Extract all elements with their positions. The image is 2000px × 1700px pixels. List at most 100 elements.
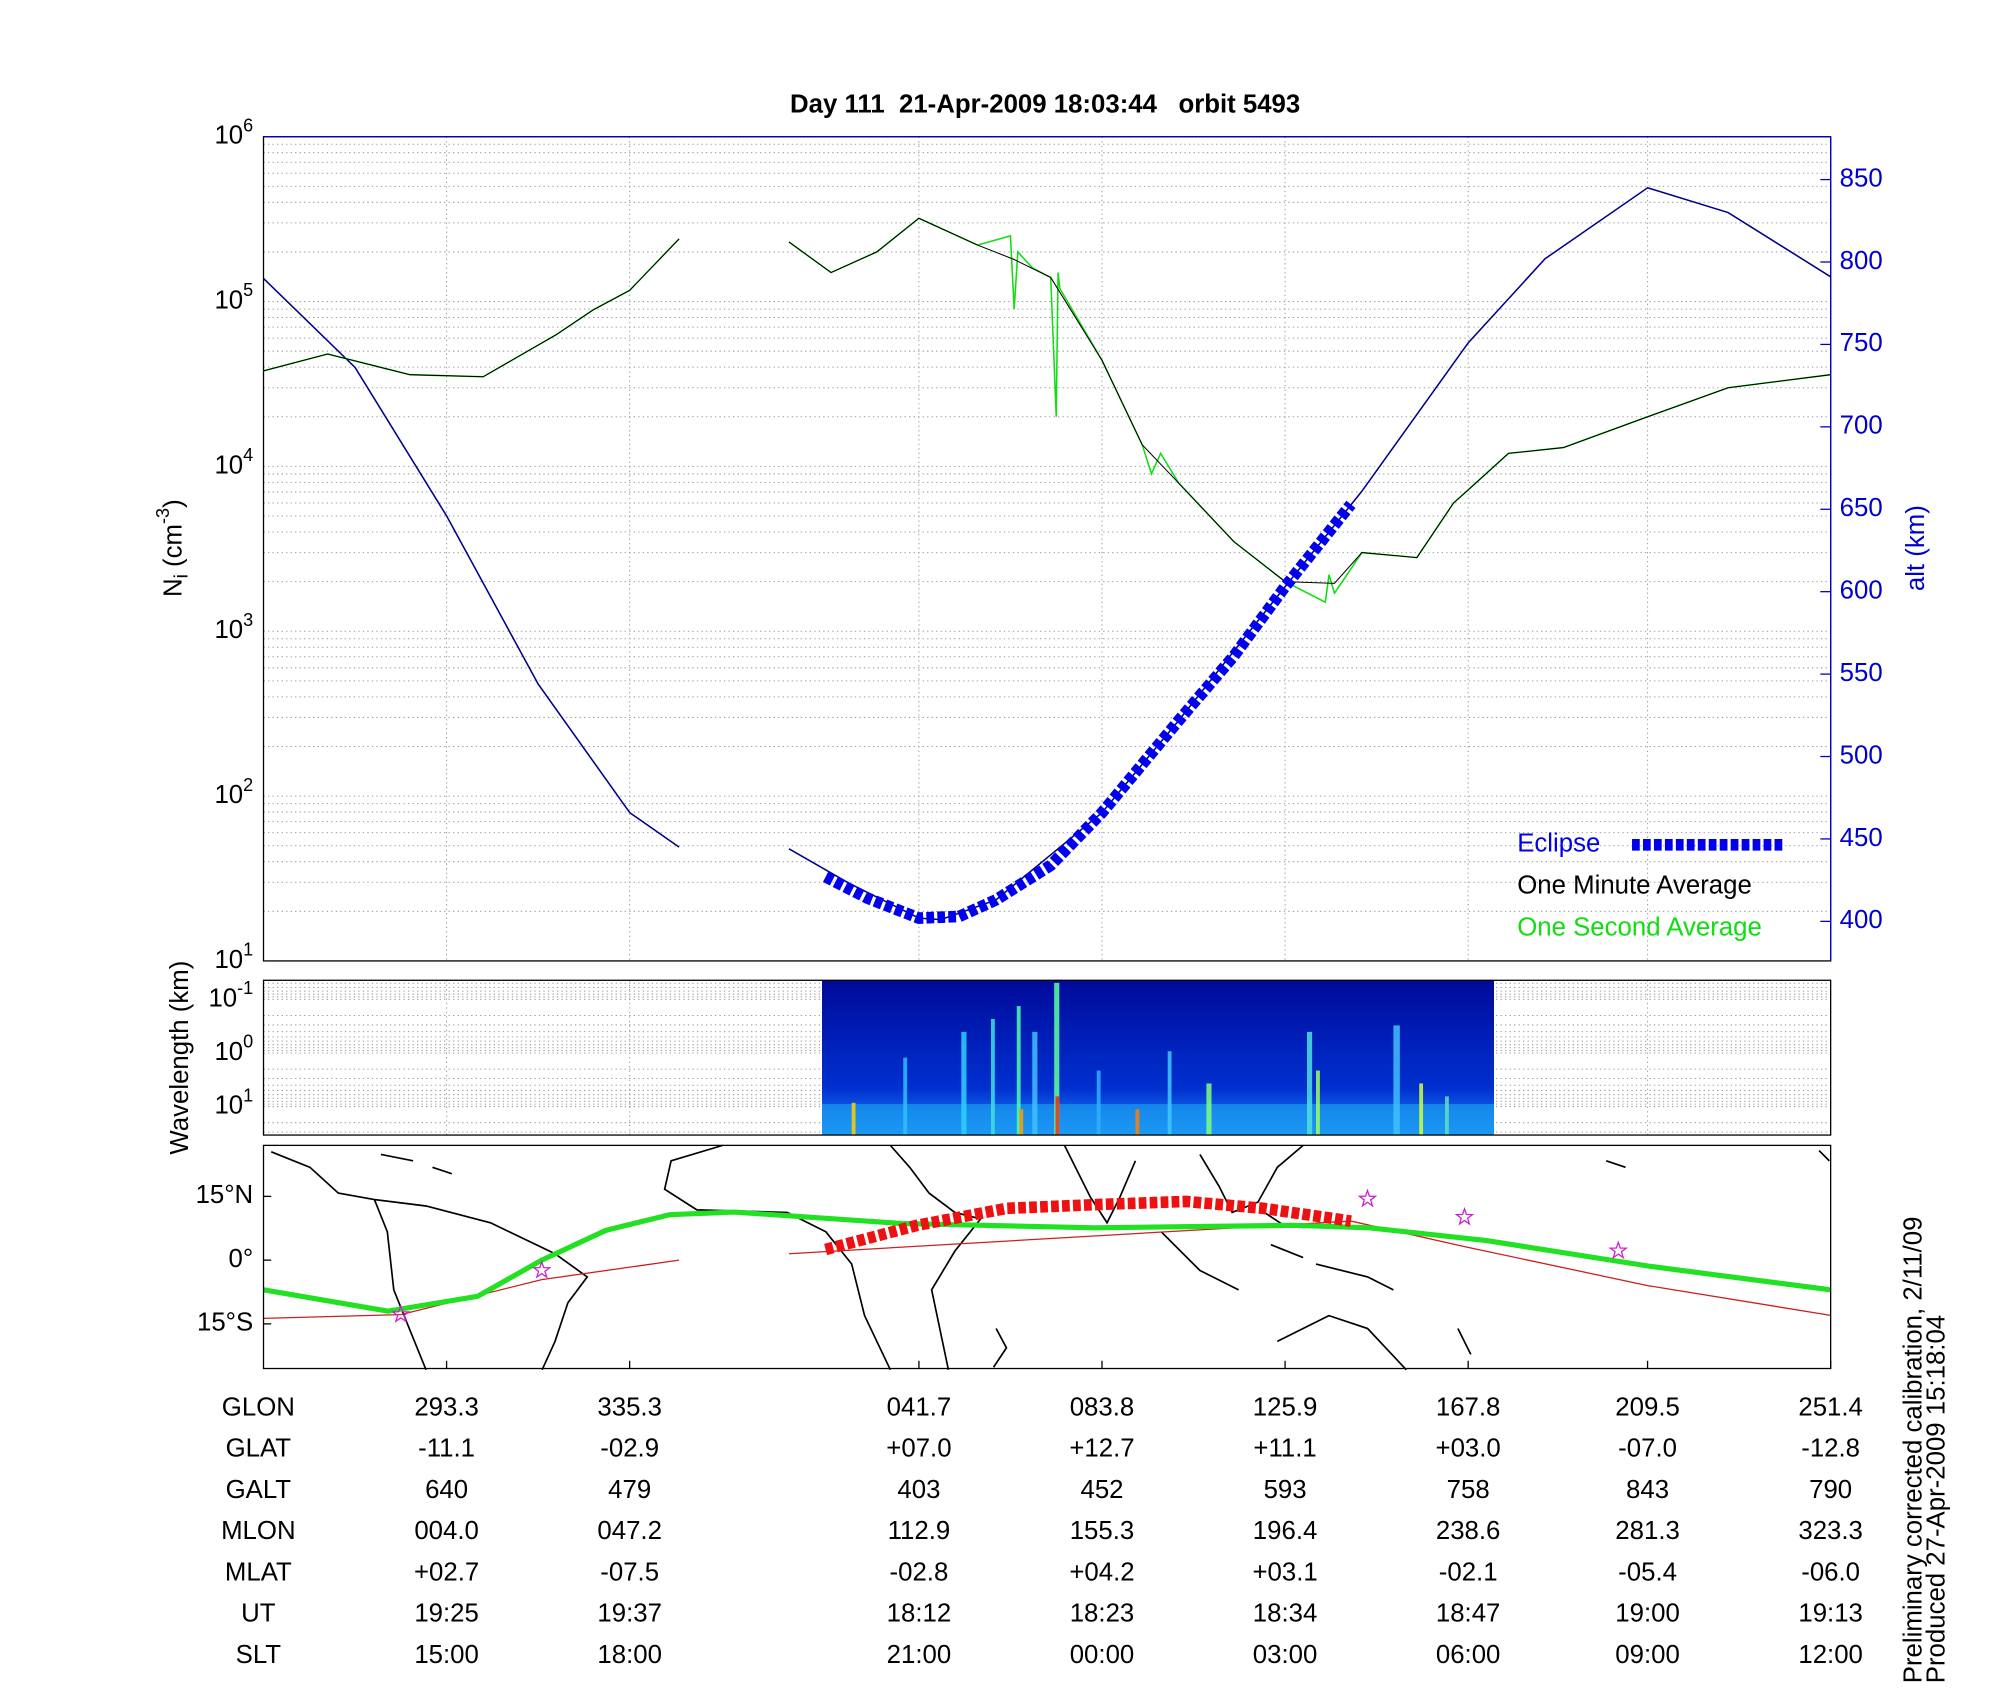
legend-label: One Second Average: [1517, 913, 1762, 941]
table-cell: 083.8: [1070, 1393, 1135, 1421]
label-part: ): [159, 499, 187, 508]
star-marker: [531, 1260, 552, 1279]
tick-exponent: 6: [243, 115, 253, 135]
table-cell: 004.0: [414, 1517, 479, 1545]
y2-tick-label: 500: [1840, 741, 1883, 769]
table-cell: 18:47: [1436, 1600, 1501, 1628]
star-marker: [391, 1304, 411, 1323]
chart-title: Day 111 21-Apr-2009 18:03:44 orbit 5493: [790, 91, 1300, 119]
table-cell: +02.7: [414, 1558, 479, 1586]
y2-tick-label: 850: [1840, 164, 1883, 192]
spectrogram-image: [822, 980, 1495, 1136]
table-cell: 03:00: [1253, 1641, 1318, 1669]
plot-frame: [262, 1144, 1832, 1370]
table-cell: 209.5: [1615, 1393, 1680, 1421]
table-cell: 00:00: [1070, 1641, 1135, 1669]
table-cell: 21:00: [887, 1641, 952, 1669]
table-cell: 196.4: [1253, 1517, 1318, 1545]
y2-tick-label: 600: [1840, 576, 1883, 604]
track-line: [263, 1209, 1831, 1314]
table-cell: 479: [608, 1476, 651, 1504]
y-tick-label: 103: [214, 610, 253, 644]
table-cell: 09:00: [1615, 1641, 1680, 1669]
star-marker: [1454, 1206, 1475, 1226]
table-cell: 251.4: [1798, 1393, 1863, 1421]
y-tick-label: 102: [214, 775, 253, 809]
y2-tick-label: 700: [1840, 412, 1883, 440]
tick-exponent: 1: [243, 939, 253, 959]
table-cell: 403: [897, 1476, 940, 1504]
y-tick-label: 105: [214, 280, 253, 314]
table-cell: 19:00: [1615, 1600, 1680, 1628]
table-cell: 758: [1447, 1476, 1490, 1504]
tick-exponent: 4: [243, 445, 253, 465]
table-cell: +03.0: [1436, 1435, 1501, 1463]
y-tick-label: 15°S: [197, 1309, 253, 1337]
tick-base: 10: [214, 122, 243, 150]
table-cell: 640: [425, 1476, 468, 1504]
y-axis-label: Ni (cm-3): [153, 499, 192, 597]
table-cell: 335.3: [597, 1393, 662, 1421]
tick-base: 10: [214, 1038, 243, 1066]
label-part: -3: [153, 508, 173, 524]
table-cell: +11.1: [1253, 1435, 1316, 1463]
tick-base: 10: [214, 946, 243, 974]
table-cell: 281.3: [1615, 1517, 1680, 1545]
y-axis-label: Wavelength (km): [166, 961, 194, 1155]
tick-base: 10: [214, 1091, 243, 1119]
table-cell: -07.5: [600, 1558, 659, 1586]
footnote: Produced 27-Apr-2009 15:18:04: [1923, 1315, 1951, 1683]
tick-exponent: -1: [237, 978, 253, 998]
tick-base: 10: [214, 781, 243, 809]
tick-exponent: 0: [243, 1031, 253, 1051]
table-cell: 06:00: [1436, 1641, 1501, 1669]
tick-base: 10: [208, 984, 237, 1012]
eclipse-line: [822, 500, 1356, 924]
table-cell: -05.4: [1618, 1558, 1677, 1586]
table-cell: 293.3: [414, 1393, 479, 1421]
table-cell: 12:00: [1798, 1641, 1863, 1669]
y-tick-label: 106: [214, 115, 253, 149]
tick-base: 10: [214, 286, 243, 314]
tick-base: 10: [214, 616, 243, 644]
label-part: N: [159, 578, 187, 597]
table-cell: 843: [1626, 1476, 1669, 1504]
y2-axis-label: alt (km): [1902, 505, 1930, 591]
plot-frame: [262, 979, 1832, 1136]
table-cell: 18:34: [1253, 1600, 1318, 1628]
star-marker: [1608, 1240, 1629, 1260]
table-cell: -02.9: [600, 1435, 659, 1463]
legend-label: Eclipse: [1517, 830, 1600, 858]
table-row-label: MLAT: [225, 1558, 292, 1586]
y2-tick-label: 650: [1840, 494, 1883, 522]
table-cell: -06.0: [1801, 1558, 1860, 1586]
table-cell: +12.7: [1069, 1435, 1134, 1463]
table-cell: 047.2: [597, 1517, 662, 1545]
track-line: [824, 1195, 1352, 1256]
tick-exponent: 3: [243, 610, 253, 630]
y2-tick-label: 450: [1840, 824, 1883, 852]
y-tick-label: 10-1: [208, 978, 253, 1012]
footnote: Preliminary corrected calibration, 2/11/…: [1899, 1217, 1927, 1684]
tick-exponent: 2: [243, 775, 253, 795]
table-cell: -07.0: [1618, 1435, 1677, 1463]
series-line: [262, 186, 1832, 921]
track-line: [263, 1220, 1831, 1319]
coastlines: [270, 1144, 1830, 1371]
table-cell: -12.8: [1801, 1435, 1860, 1463]
table-cell: +03.1: [1252, 1558, 1317, 1586]
table-cell: 041.7: [887, 1393, 952, 1421]
table-row-label: GALT: [226, 1476, 292, 1504]
table-cell: 112.9: [888, 1517, 951, 1545]
tick-base: 10: [214, 451, 243, 479]
table-cell: 18:00: [597, 1641, 662, 1669]
table-cell: 452: [1080, 1476, 1123, 1504]
y2-tick-label: 800: [1840, 247, 1883, 275]
tick-exponent: 5: [243, 280, 253, 300]
y-tick-label: 104: [214, 445, 253, 479]
table-cell: 19:25: [414, 1600, 479, 1628]
table-cell: -02.1: [1439, 1558, 1498, 1586]
table-cell: -11.1: [418, 1435, 475, 1463]
